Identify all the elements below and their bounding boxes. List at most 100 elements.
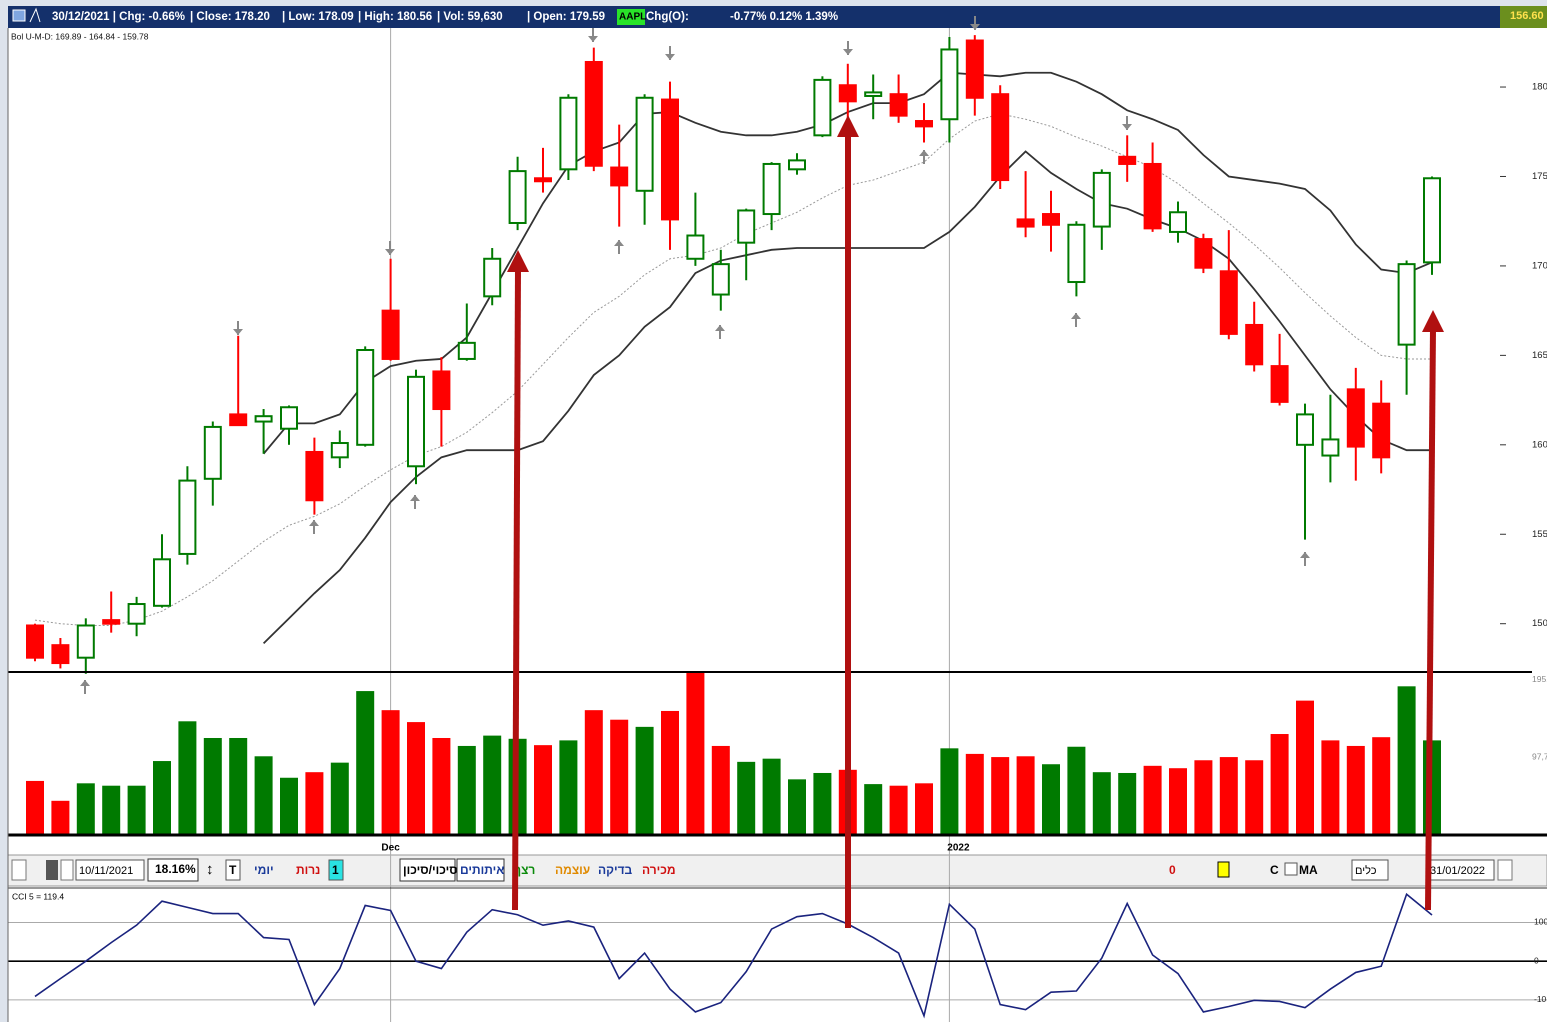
candle-body [203,425,222,480]
volume-bar [1118,772,1137,835]
sell[interactable]: מכירה [642,863,676,877]
candle-body [178,479,197,555]
volume-bar [737,761,756,835]
volume-bar [153,761,171,835]
symbol-badge [617,9,645,25]
candle-body [254,415,273,423]
candle-body [153,558,171,607]
tools[interactable]: כלים [1355,864,1377,877]
volume-bar [26,780,44,835]
step-box[interactable] [328,859,344,881]
volume-bar [1092,772,1111,835]
volume-bar [762,758,781,835]
signal-arrow-head [410,495,420,501]
volume-bar [1169,768,1187,835]
ma[interactable]: MA [1299,863,1318,877]
volume-bar [178,721,197,835]
ma-check[interactable] [1284,862,1298,876]
check[interactable]: בדיקה [598,863,633,877]
signals-box[interactable] [456,858,505,882]
cci-tick-label: 0 [1534,955,1539,965]
zero[interactable]: 0 [1169,863,1176,877]
candle-body [1346,388,1365,448]
volume-bar [661,710,679,835]
volume-bar [1143,765,1162,835]
window-icon[interactable] [12,9,26,22]
percent: 18.16% [155,862,196,876]
c-button[interactable]: C [1270,863,1279,877]
tools-box[interactable] [1351,859,1389,881]
candle-body [1372,402,1391,459]
candle-body [788,159,806,171]
signals[interactable]: איתותים [460,863,504,877]
t-box[interactable] [225,859,241,881]
annotation-arrow-head [507,250,529,272]
risk-box[interactable] [399,858,456,882]
candle-body [1169,211,1187,233]
annotation-arrow-head [1422,310,1444,332]
volume-bar [330,762,349,835]
candle-body [1118,155,1137,165]
candle-body [991,93,1010,182]
price-badge: 156.60 [1510,10,1544,22]
volume-bar [483,735,502,835]
start-date-box[interactable] [75,859,145,881]
sequence[interactable]: רצף [513,863,535,877]
scroll-left[interactable] [11,859,27,881]
volume-bar [965,753,984,835]
volume-bar [229,737,248,835]
signal-arrow-head [588,36,598,42]
cci-tick-label: -10 [1534,994,1547,1004]
candle-body [1270,365,1289,403]
header-chg-o-values: -0.77% 0.12% 1.39% [730,11,838,23]
scroll-thumb[interactable] [46,860,58,880]
scroll-right-2[interactable] [1497,859,1513,881]
candle-body [762,162,781,216]
y-tick-label: 150 [1532,618,1547,629]
candle-body [51,644,70,665]
end-date[interactable]: 31/01/2022 [1430,865,1485,877]
candle-body [610,166,629,187]
volume-bar [254,756,273,835]
color-box[interactable] [1217,861,1230,878]
candle-body [102,619,121,625]
volume-bar [864,784,883,835]
x-tick-label: 2022 [947,843,970,854]
bollinger-middle [34,113,1432,626]
volume-bar [534,745,552,835]
volume-bar [1219,757,1238,835]
y-tick-label: 175 [1532,171,1547,182]
candle-body [1067,223,1086,284]
price-badge-bg [1500,6,1547,28]
candle-body [686,234,705,260]
strength[interactable]: עוצמה [555,863,590,877]
candle-body [483,257,502,298]
period[interactable]: יומי [254,863,274,877]
candle-body [457,341,476,360]
chart-icon[interactable] [29,7,41,23]
candle-body [1296,413,1314,446]
volume-bar [1397,686,1416,835]
volume-bar [127,785,146,835]
scroll-right[interactable] [60,859,74,881]
volume-bar [711,745,730,835]
signal-arrow-head [919,150,929,156]
candle-body [1042,213,1060,226]
t-button[interactable]: T [229,863,237,877]
candle-body [407,375,425,468]
percent-box [147,858,199,882]
header-low: | Low: 178.09 [282,11,354,23]
chart-style[interactable]: נרות [296,863,320,877]
candle-body [1016,218,1035,228]
resize-icon[interactable]: ↕ [206,861,214,878]
candle-body [1321,438,1340,457]
step[interactable]: 1 [332,863,339,877]
risk-reward[interactable]: סיכוי/סיכון [403,863,458,877]
candle-body [584,60,603,167]
volume-bar [915,783,933,835]
volume-bar [1321,740,1340,835]
header-vol: | Vol: 59,630 [437,11,503,23]
start-date[interactable]: 10/11/2021 [79,865,133,877]
candle-body [635,96,654,192]
volume-tick-label: 195, [1532,674,1547,684]
